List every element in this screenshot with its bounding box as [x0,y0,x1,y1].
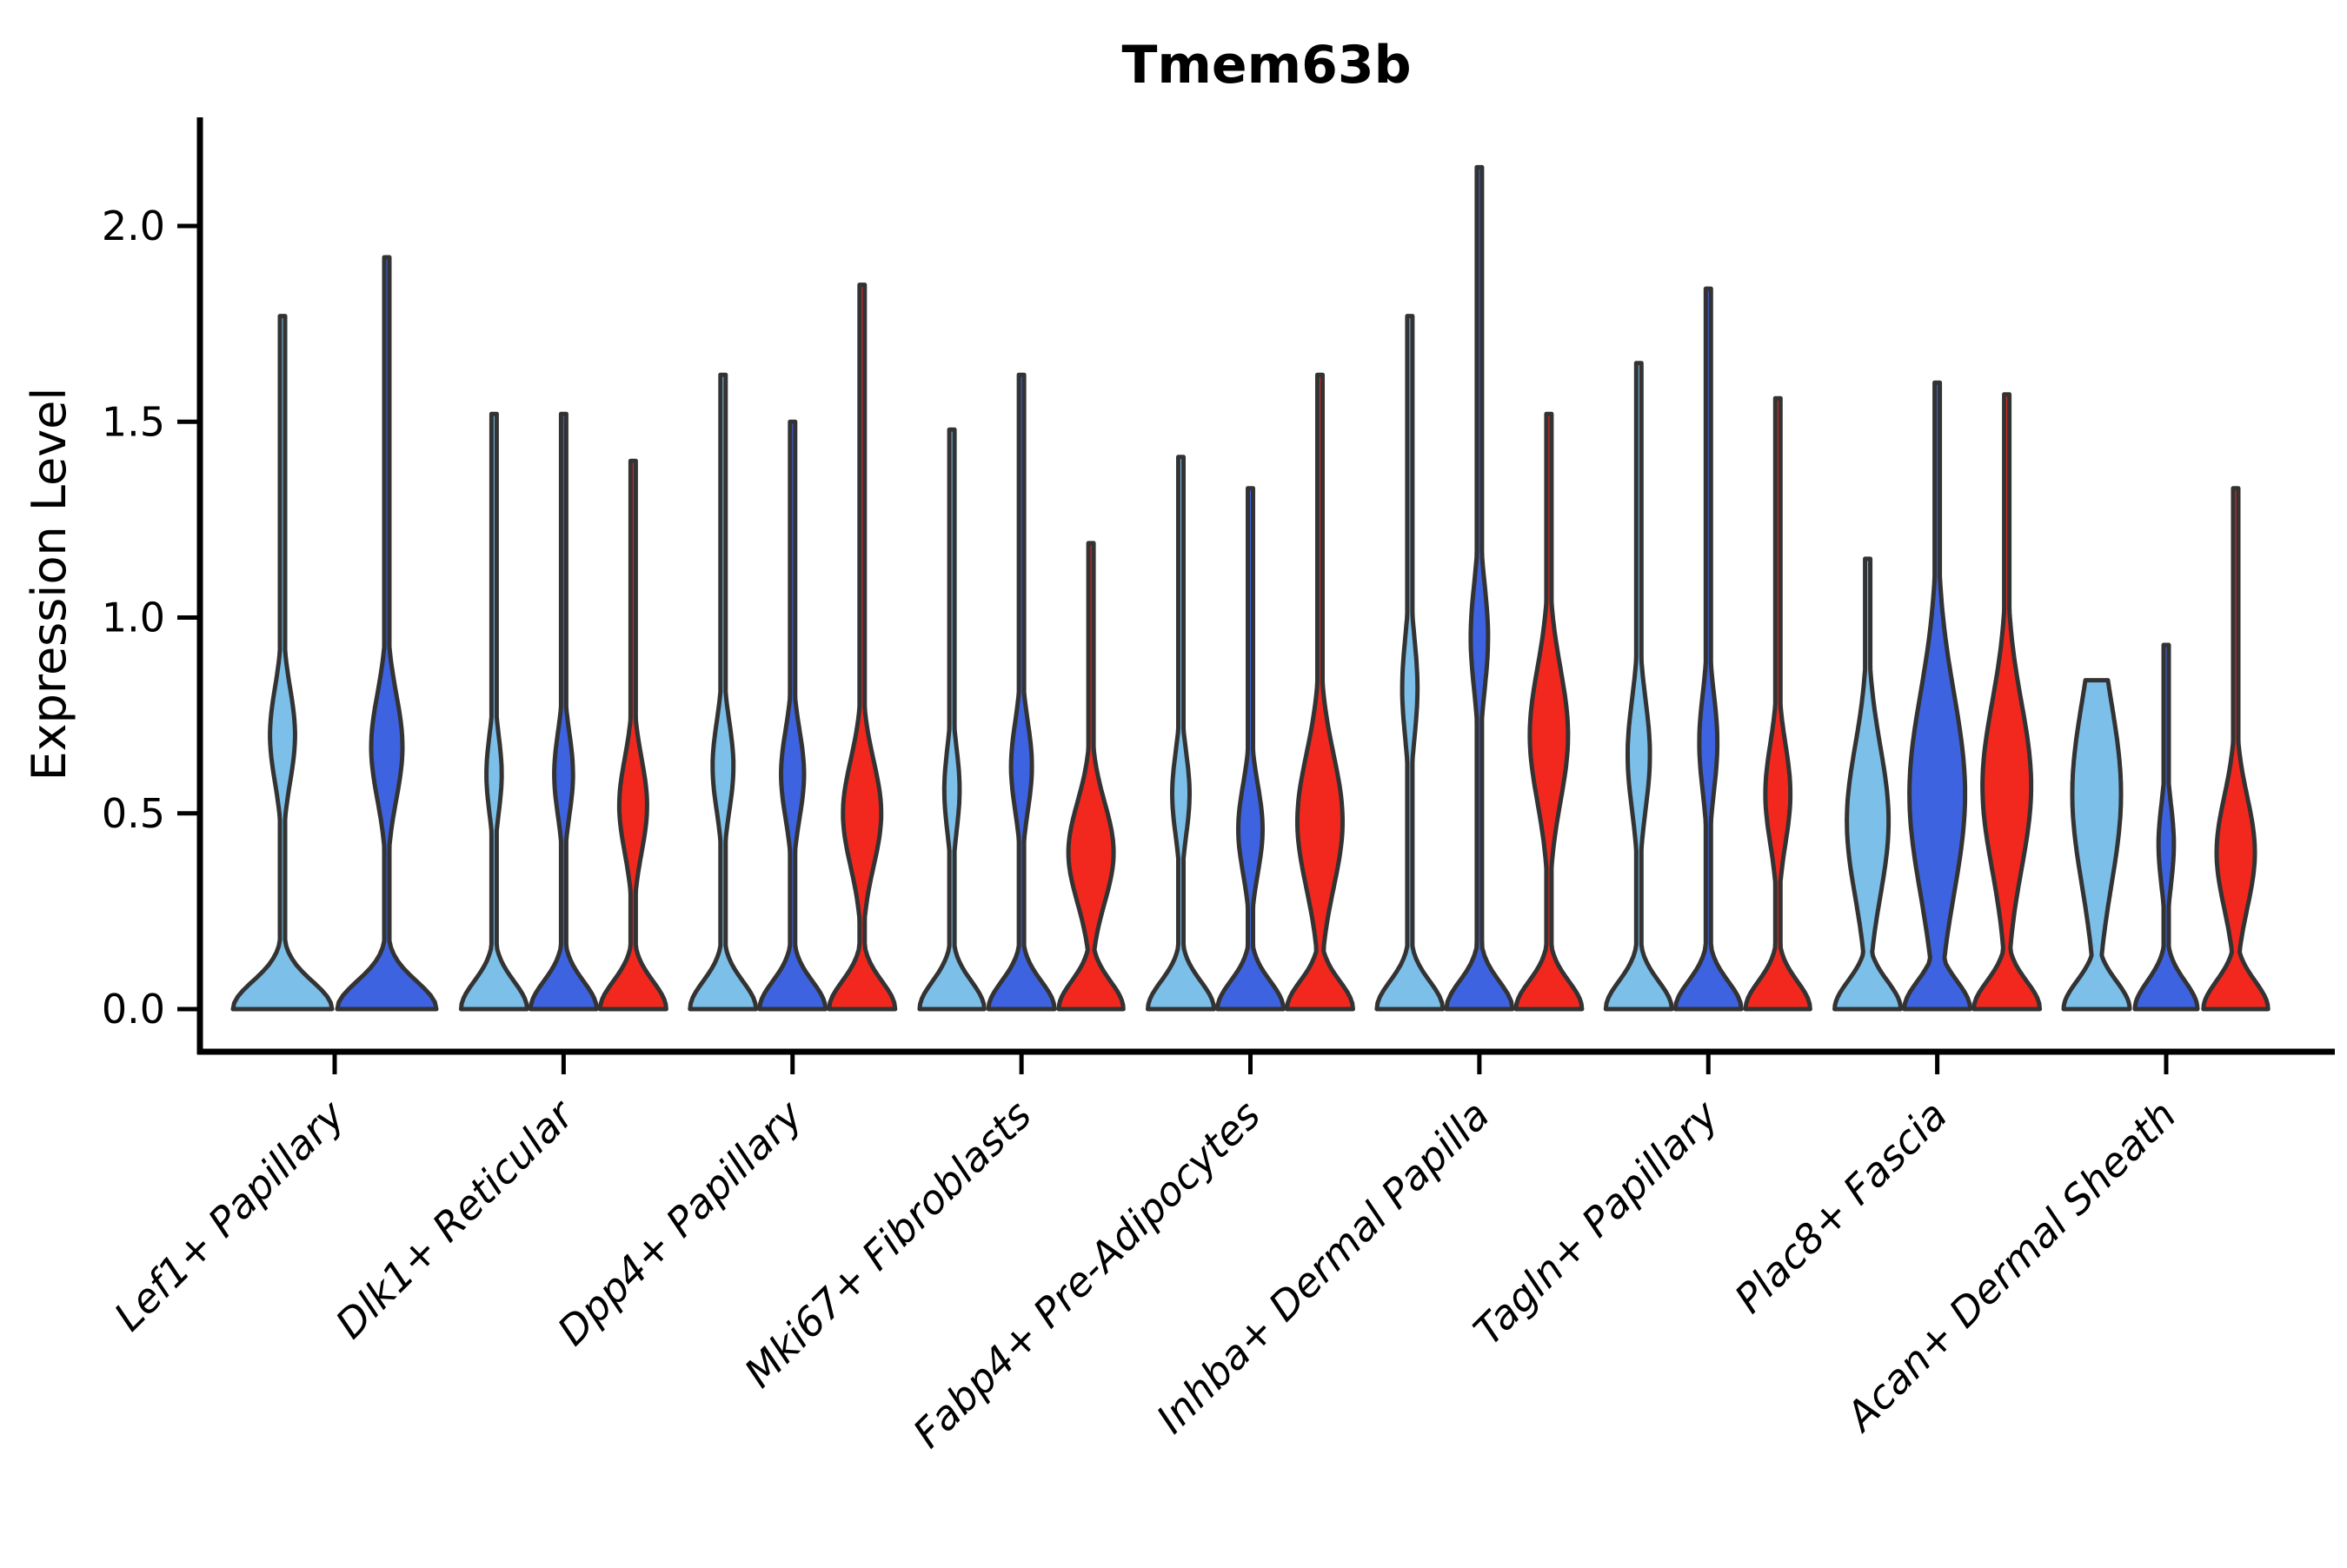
violin-layer [230,164,2271,1012]
violin-red [1285,372,1355,1012]
x-tick-label: Lef1+ Papillary [105,1091,354,1339]
y-tick-label: 0.5 [102,790,165,837]
violin-red [597,458,668,1012]
y-tick-label: 0.0 [102,986,165,1033]
violin-group-acan-dermal-sheath [2061,486,2271,1012]
violin-red [2201,486,2271,1012]
violin-light_blue [688,372,759,1012]
violin-light_blue [458,411,529,1012]
violin-dark_blue [1444,164,1515,1012]
violin-group-lef1-papillary [230,255,439,1012]
violin-light_blue [1146,455,1216,1012]
violin-dark_blue [2132,642,2200,1012]
violin-group-dlk1-reticular [458,411,668,1012]
y-tick-label: 1.0 [102,595,165,641]
violin-group-fabp4-pre-adipocytes [1146,372,1355,1012]
violin-red [827,282,898,1012]
x-tick-label: Tagln+ Papillary [1465,1091,1728,1354]
violin-red [1743,395,1812,1012]
violin-dark_blue [1672,286,1744,1012]
violin-group-inhba-dermal-papilla [1374,164,1585,1012]
violin-light_blue [1832,556,1904,1012]
violin-dark_blue [1215,486,1286,1012]
x-tick-label: Dpp4+ Papillary [549,1091,812,1354]
violin-dark_blue [757,419,828,1012]
y-tick-label: 1.5 [102,398,165,445]
violin-group-plac8-fascia [1832,380,2043,1012]
violin-red [1971,392,2043,1012]
violin-group-mki67-fibroblasts [917,372,1126,1012]
violin-dark_blue [1902,380,1973,1012]
violin-dark_blue [528,411,599,1012]
violin-red [1513,411,1585,1012]
x-tick-label: Dlk1+ Reticular [327,1089,585,1347]
violin-light_blue [230,314,335,1012]
violin-dark_blue [335,255,439,1012]
x-tick-label: Plac8+ Fascia [1725,1092,1956,1322]
violin-light_blue [917,427,987,1012]
violin-group-dpp4-papillary [688,282,898,1012]
violin-group-tagln-papillary [1603,286,1812,1012]
violin-light_blue [1374,314,1446,1012]
y-axis-label: Expression Level [22,388,76,781]
violin-light_blue [1603,361,1674,1012]
violin-red [1056,541,1126,1012]
chart-title: Tmem63b [1121,35,1411,96]
violin-light_blue [2061,678,2132,1012]
y-tick-label: 2.0 [102,203,165,249]
violin-dark_blue [986,372,1057,1012]
